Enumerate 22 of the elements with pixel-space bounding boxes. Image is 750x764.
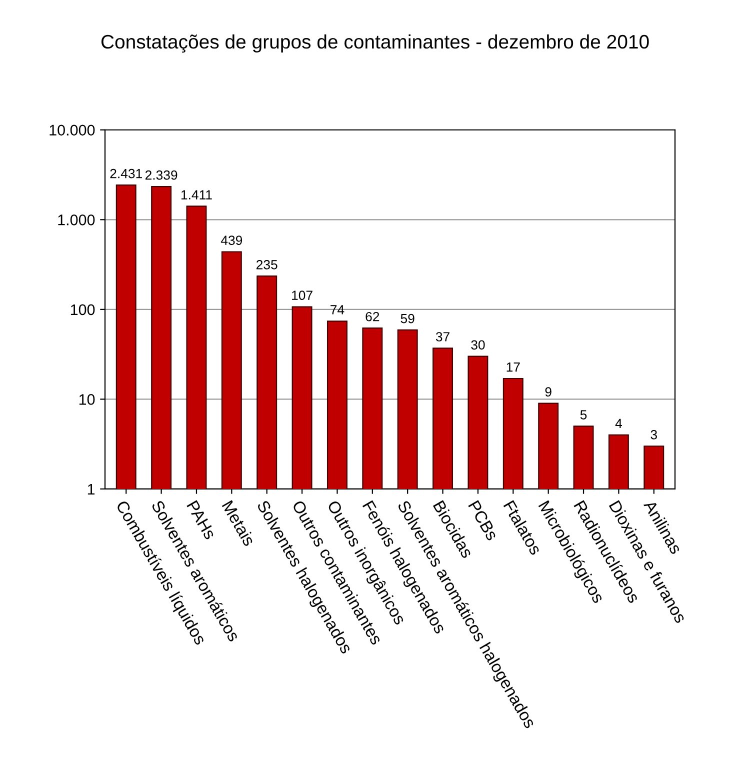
y-tick-label: 10 xyxy=(79,394,95,405)
data-label: 2.431 xyxy=(110,168,142,178)
chart-title: Constatações de grupos de contaminantes - dezembro de 2010 xyxy=(101,34,649,53)
y-tick-label: 1 xyxy=(88,484,95,494)
data-label: 107 xyxy=(292,290,312,300)
data-label: 5 xyxy=(580,410,587,420)
data-label: 74 xyxy=(330,305,344,314)
data-label: 3 xyxy=(650,430,657,440)
y-tick-label: 100 xyxy=(70,304,95,316)
data-label: 1.411 xyxy=(181,190,212,200)
y-tick-label: 1.000 xyxy=(58,214,95,226)
data-label: 439 xyxy=(220,236,242,245)
data-label: 59 xyxy=(400,314,414,324)
data-label: 30 xyxy=(471,340,485,350)
data-label: 37 xyxy=(436,332,450,342)
data-label: 17 xyxy=(506,362,520,372)
data-label: 62 xyxy=(366,312,380,322)
data-label: 4 xyxy=(615,418,622,428)
y-tick-label: 10.000 xyxy=(50,124,95,136)
data-label: 235 xyxy=(256,260,278,270)
data-label: 2.339 xyxy=(145,170,178,180)
data-label: 9 xyxy=(545,387,552,397)
